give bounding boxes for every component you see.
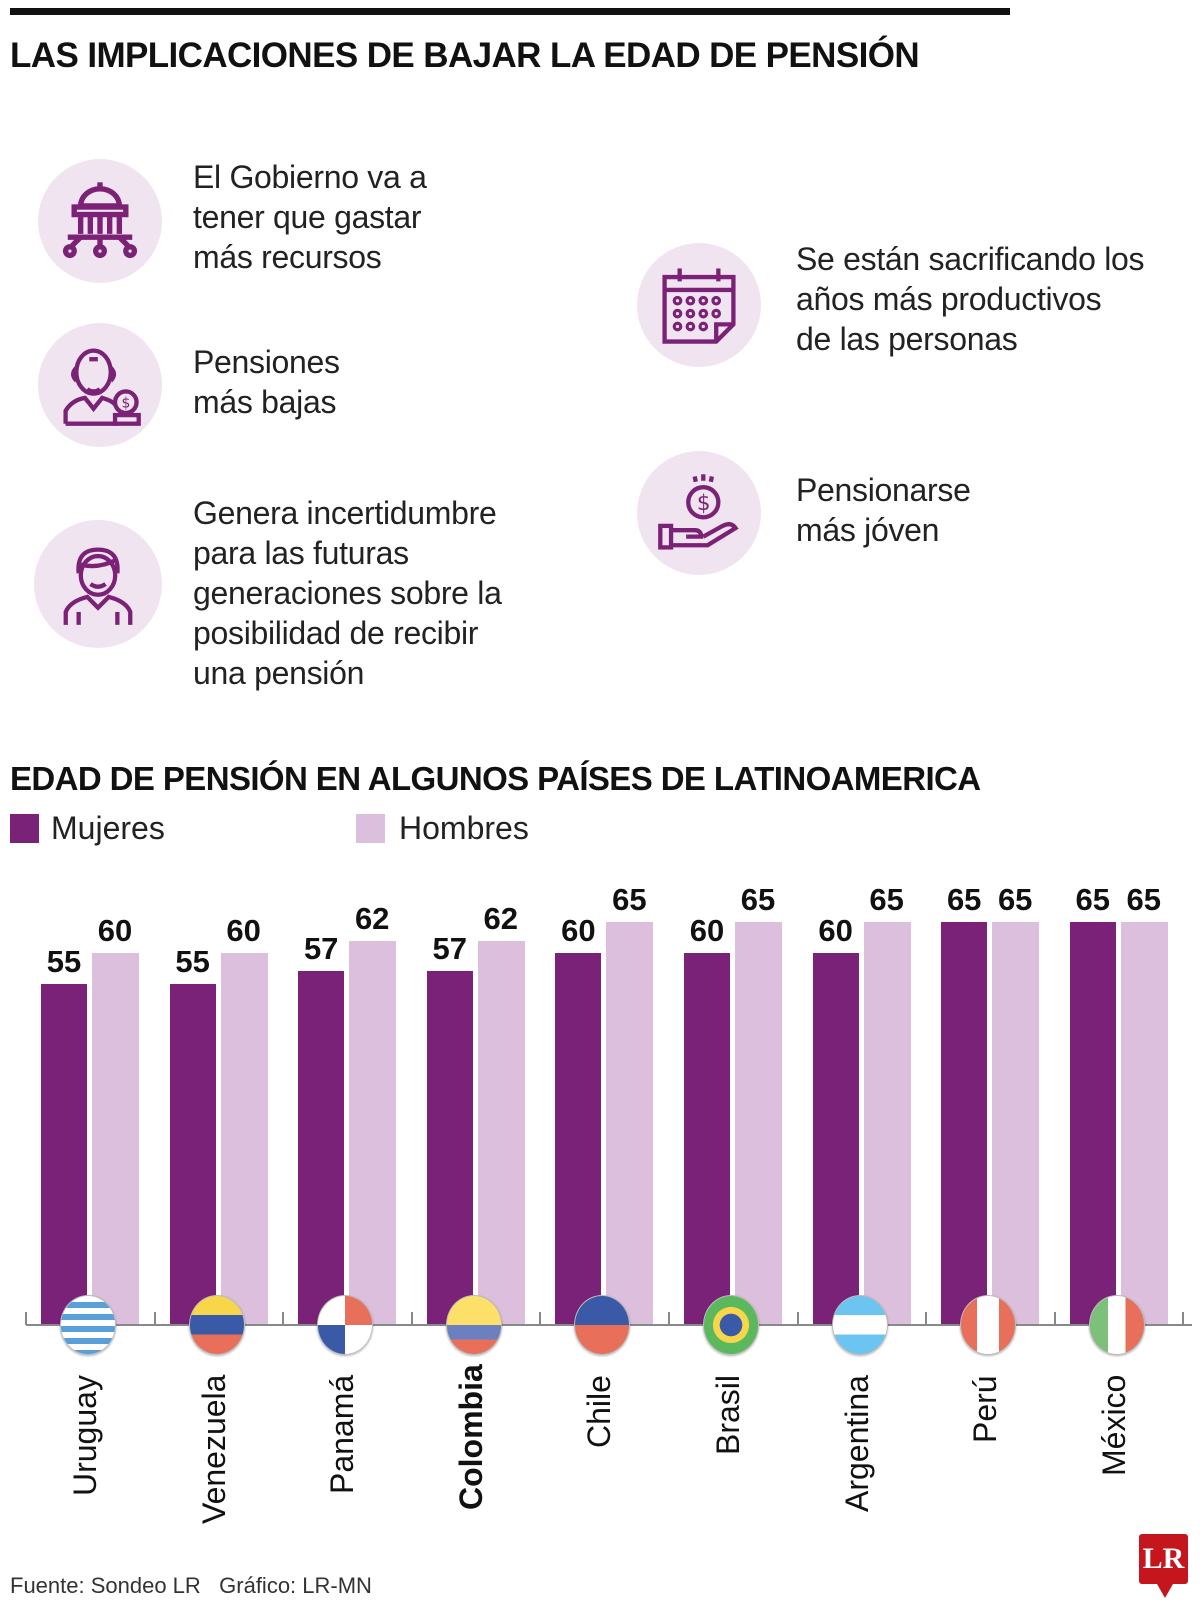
data-label: 55 — [46, 943, 82, 979]
category-label: Venezuela — [195, 1374, 232, 1524]
top-rule — [10, 8, 1010, 15]
axis-tick — [1182, 1312, 1185, 1325]
bar-mujeres — [1069, 922, 1116, 1324]
bar-hombres — [992, 922, 1040, 1324]
bar-mujeres — [298, 971, 345, 1324]
flag-icon-panamá — [317, 1295, 374, 1355]
implication-text-lower-pensions: Pensiones más bajas — [193, 344, 340, 420]
data-label: 57 — [432, 931, 468, 967]
category-label: Panamá — [324, 1374, 361, 1494]
bar-mujeres — [684, 952, 730, 1324]
implication-text-productive-years: Se están sacrificando los años más produ… — [796, 241, 1145, 357]
axis-tick — [25, 1312, 27, 1325]
bar-hombres — [735, 922, 782, 1324]
bar-mujeres — [941, 922, 988, 1324]
government-building-icon — [38, 159, 162, 283]
bar-mujeres — [169, 983, 216, 1324]
chart-title: EDAD DE PENSIÓN EN ALGUNOS PAÍSES DE LAT… — [10, 760, 981, 797]
flag-icon-uruguay — [60, 1295, 116, 1355]
data-label: 60 — [689, 912, 725, 948]
legend-swatch-mujeres — [10, 814, 39, 843]
elderly-man-coin-icon: $ — [38, 323, 162, 447]
axis-tick — [796, 1312, 799, 1325]
data-label: 60 — [97, 912, 133, 948]
axis-tick — [925, 1312, 928, 1325]
axis-tick — [1053, 1312, 1056, 1325]
bar-hombres — [477, 940, 525, 1324]
implication-text-uncertainty: Genera incertidumbre para las futuras ge… — [193, 495, 502, 691]
implication-text-government: El Gobierno va a tener que gastar más re… — [193, 159, 427, 275]
flag-icon-brasil — [703, 1295, 759, 1355]
data-label: 60 — [226, 912, 261, 948]
axis-tick — [668, 1312, 670, 1325]
data-label: 62 — [354, 900, 390, 936]
category-label: México — [1095, 1374, 1132, 1476]
legend-swatch-hombres — [356, 814, 385, 843]
flag-icon-méxico — [1088, 1295, 1145, 1355]
legend-label-hombres: Hombres — [399, 810, 529, 846]
source-credit: Fuente: Sondeo LR Gráfico: LR-MN — [10, 1573, 372, 1598]
axis-tick — [153, 1312, 156, 1325]
bar-hombres — [1120, 922, 1168, 1324]
axis-tick — [539, 1312, 542, 1325]
flag-icon-perú — [960, 1295, 1017, 1355]
bar-hombres — [349, 940, 397, 1324]
lr-logo: LR — [1139, 1534, 1188, 1598]
flag-icon-chile — [574, 1295, 631, 1355]
category-label: Argentina — [838, 1375, 875, 1512]
category-label: Perú — [967, 1375, 1004, 1443]
bar-hombres — [863, 922, 911, 1324]
data-label: 60 — [561, 912, 596, 948]
data-label: 65 — [869, 882, 904, 917]
flag-icon-venezuela — [188, 1295, 245, 1355]
data-label: 55 — [175, 943, 210, 979]
category-label: Brasil — [710, 1374, 746, 1455]
data-label: 65 — [997, 882, 1033, 917]
hand-coin-icon: $ — [637, 451, 761, 575]
data-label: 60 — [818, 912, 853, 948]
page-title: LAS IMPLICACIONES DE BAJAR LA EDAD DE PE… — [10, 36, 920, 75]
flag-icon-colombia — [445, 1295, 502, 1355]
category-label: Uruguay — [67, 1375, 103, 1496]
svg-text:$: $ — [121, 396, 130, 412]
implication-text-retire-younger: Pensionarse más jóven — [796, 472, 971, 548]
category-label: Chile — [581, 1375, 618, 1448]
bar-mujeres — [812, 952, 859, 1324]
bar-mujeres — [41, 983, 87, 1324]
data-label: 65 — [612, 882, 647, 917]
category-label: Colombia — [452, 1364, 489, 1510]
flag-icon-argentina — [831, 1295, 888, 1355]
svg-text:$: $ — [697, 491, 711, 516]
bar-hombres — [92, 952, 139, 1324]
bar-hombres — [606, 922, 654, 1324]
bar-mujeres — [426, 971, 473, 1324]
data-label: 65 — [1075, 882, 1111, 917]
data-label: 57 — [303, 931, 339, 967]
data-label: 62 — [483, 900, 519, 936]
bar-mujeres — [555, 952, 602, 1324]
axis-tick — [410, 1312, 413, 1325]
data-label: 65 — [740, 882, 776, 917]
young-person-icon — [34, 520, 162, 648]
legend-label-mujeres: Mujeres — [51, 810, 165, 846]
bar-hombres — [220, 952, 268, 1324]
data-label: 65 — [946, 882, 982, 917]
data-label: 65 — [1126, 882, 1162, 917]
calendar-icon — [637, 243, 761, 367]
axis-tick — [282, 1312, 285, 1325]
